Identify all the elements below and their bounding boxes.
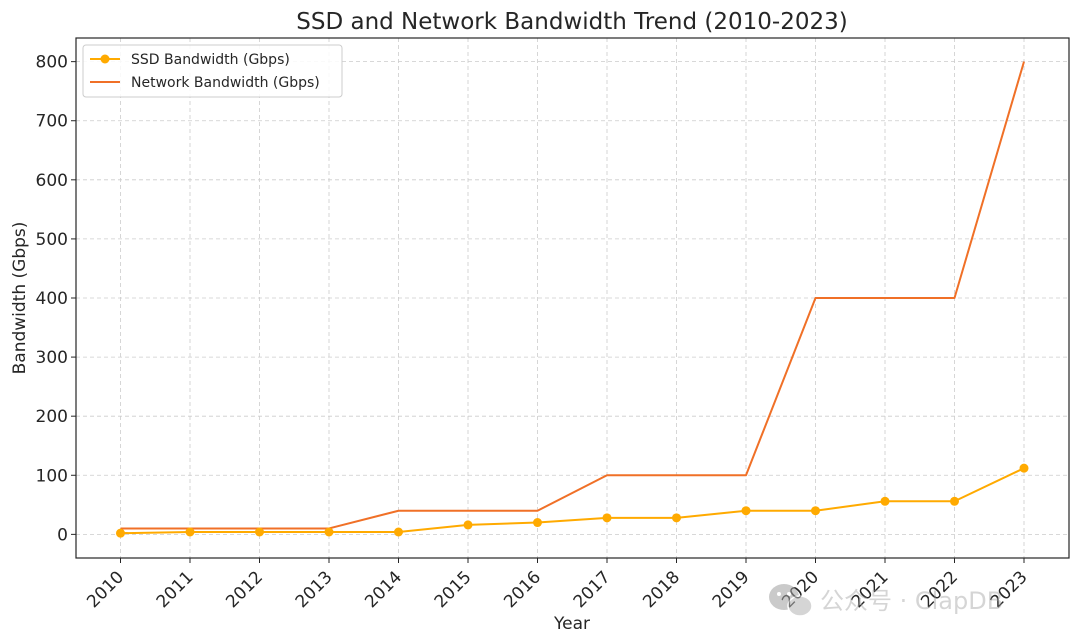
x-tick-label: 2010 bbox=[83, 567, 128, 612]
x-tick-label: 2012 bbox=[222, 567, 267, 612]
x-tick-label: 2011 bbox=[153, 567, 198, 612]
legend-label-network: Network Bandwidth (Gbps) bbox=[131, 75, 320, 91]
legend-marker-ssd bbox=[100, 54, 110, 64]
series-point-ssd bbox=[1019, 463, 1029, 473]
series-point-ssd bbox=[463, 520, 473, 530]
y-tick-label: 600 bbox=[36, 171, 68, 191]
series-point-ssd bbox=[880, 496, 890, 506]
series-point-ssd bbox=[811, 506, 820, 516]
series-point-ssd bbox=[950, 496, 959, 506]
x-tick-label: 2017 bbox=[570, 567, 615, 612]
x-tick-label: 2014 bbox=[361, 567, 406, 612]
legend-label-ssd: SSD Bandwidth (Gbps) bbox=[131, 52, 290, 68]
legend: SSD Bandwidth (Gbps) Network Bandwidth (… bbox=[82, 44, 343, 98]
chart-title: SSD and Network Bandwidth Trend (2010-20… bbox=[296, 9, 847, 35]
series-point-ssd bbox=[324, 527, 334, 537]
x-tick-label: 2013 bbox=[292, 567, 337, 612]
x-tick-label: 2018 bbox=[639, 567, 684, 612]
y-tick-label: 500 bbox=[36, 230, 68, 250]
series-point-ssd bbox=[672, 513, 681, 523]
y-tick-label: 400 bbox=[36, 289, 68, 309]
series-lines bbox=[116, 61, 1029, 538]
series-point-ssd bbox=[185, 527, 195, 537]
series-point-ssd bbox=[116, 528, 125, 538]
series-point-ssd bbox=[533, 518, 542, 528]
grid bbox=[76, 38, 1069, 558]
series-point-ssd bbox=[741, 506, 751, 516]
watermark: 公众号 · ClapDB bbox=[769, 584, 1003, 617]
series-point-ssd bbox=[255, 527, 264, 537]
wechat-icon bbox=[769, 584, 813, 617]
x-axis-label: Year bbox=[553, 614, 590, 634]
y-tick-label: 0 bbox=[57, 525, 68, 545]
x-tick-label: 2016 bbox=[500, 567, 545, 612]
watermark-text: 公众号 · ClapDB bbox=[820, 587, 1003, 615]
y-tick-label: 800 bbox=[36, 53, 68, 73]
x-tick-label: 2015 bbox=[431, 567, 476, 612]
series-line-ssd bbox=[120, 467, 1025, 535]
series-line-network bbox=[120, 61, 1025, 530]
y-tick-label: 700 bbox=[36, 112, 68, 132]
y-tick-label: 200 bbox=[36, 407, 68, 427]
y-axis-label: Bandwidth (Gbps) bbox=[10, 222, 30, 375]
series-point-ssd bbox=[394, 527, 403, 537]
x-tick-label: 2019 bbox=[709, 567, 754, 612]
y-tick-label: 300 bbox=[36, 348, 68, 368]
y-tick-label: 100 bbox=[36, 466, 68, 486]
legend-box bbox=[82, 44, 343, 98]
series-point-ssd bbox=[602, 513, 612, 523]
